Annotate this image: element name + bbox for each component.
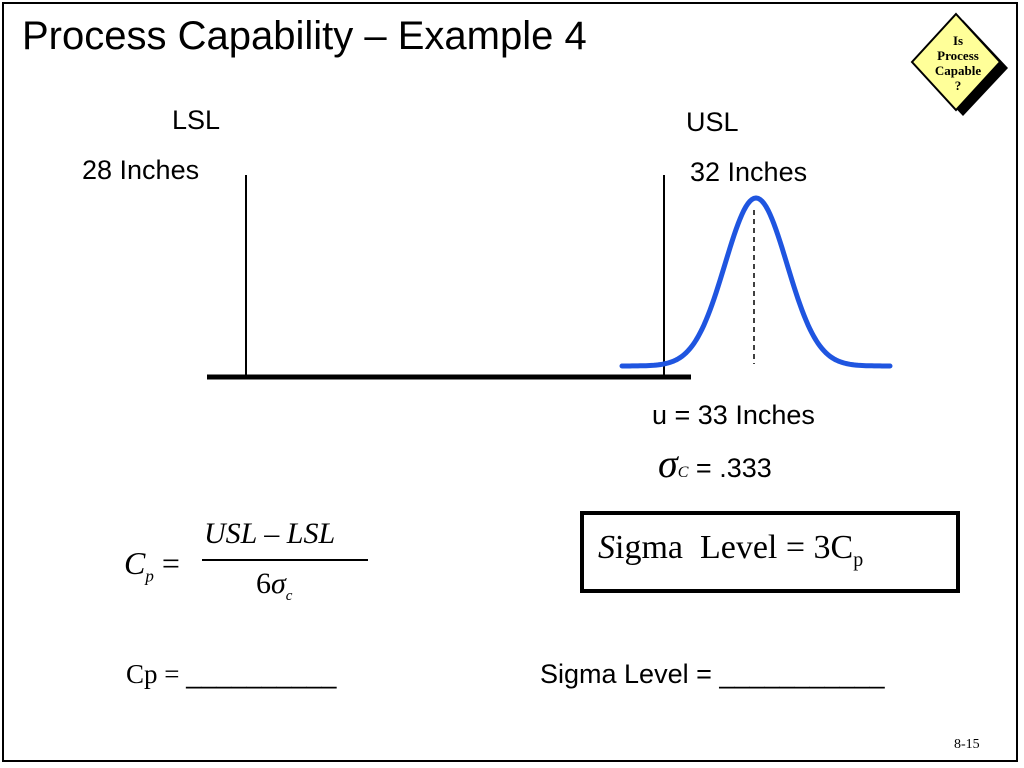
sigma-level-formula-box: Sigma Level = 3Cp	[580, 511, 960, 593]
lsl-label: LSL	[172, 105, 221, 135]
page-number: 8-15	[954, 737, 980, 752]
sigma-level-subscript: p	[853, 548, 864, 571]
cp-denominator-sigma: σ	[271, 567, 286, 600]
lsl-value: 28 Inches	[82, 155, 200, 185]
sigma-text: = .333	[695, 453, 772, 483]
usl-label: USL	[686, 107, 739, 137]
sigma-value: σC = .333	[658, 440, 772, 487]
cp-formula: Cp = USL – LSL 6σc	[120, 515, 380, 615]
cp-denominator-subscript: c	[285, 588, 293, 604]
capability-badge-icon	[910, 12, 1008, 116]
cp-numerator: USL – LSL	[204, 517, 336, 550]
cp-answer: Cp = __________	[126, 659, 336, 690]
badge-line-3: Capable	[934, 63, 982, 78]
cp-denominator: 6σc	[256, 567, 292, 605]
cp-answer-blank: __________	[186, 659, 337, 689]
badge-text: Is Process Capable ?	[918, 33, 998, 93]
cp-lhs-symbol: C	[124, 545, 146, 581]
normal-curve	[619, 195, 893, 369]
sigma-level-answer-label: Sigma Level =	[540, 659, 720, 689]
badge-line-2: Process	[937, 48, 979, 63]
usl-value: 32 Inches	[690, 157, 808, 187]
cp-equals: =	[161, 545, 180, 581]
mean-text: u = 33 Inches	[652, 400, 815, 430]
sigma-level-first-letter: S	[598, 529, 615, 566]
cp-lhs-subscript: p	[145, 566, 154, 586]
sigma-level-formula: Sigma Level = 3Cp	[598, 529, 863, 572]
sigma-level-answer: Sigma Level = ___________	[540, 659, 885, 690]
sigma-symbol: σ	[658, 441, 678, 486]
badge-line-1: Is	[952, 33, 964, 48]
sigma-level-rest: igma Level = 3C	[615, 529, 854, 566]
slide-title: Process Capability – Example 4	[22, 14, 587, 58]
sigma-subscript: C	[677, 464, 689, 481]
cp-lhs: Cp =	[124, 545, 180, 586]
badge-line-4: ?	[954, 78, 962, 93]
cp-answer-label: Cp =	[126, 659, 187, 689]
sigma-level-answer-blank: ___________	[719, 659, 885, 689]
cp-denominator-coef: 6	[256, 567, 271, 600]
fraction-bar	[202, 559, 368, 561]
